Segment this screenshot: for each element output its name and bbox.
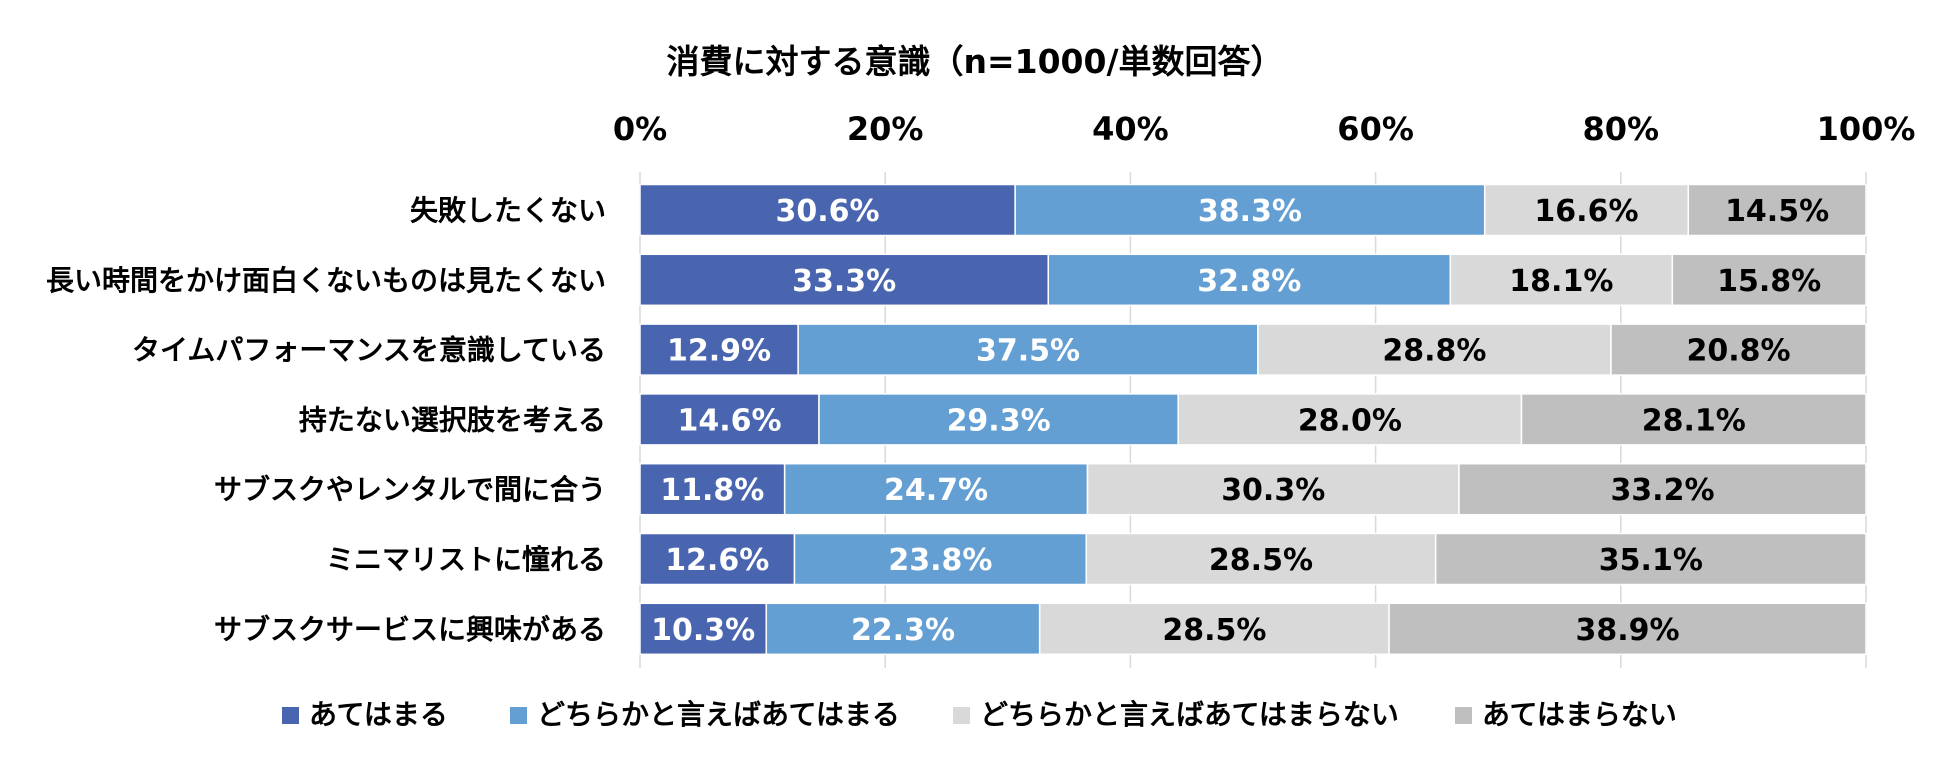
data-label: 11.8% (660, 473, 764, 508)
bar-segment (639, 183, 1016, 237)
bar-segment (818, 393, 1179, 446)
data-label: 38.3% (1198, 194, 1302, 229)
data-label: 30.3% (1221, 473, 1325, 508)
x-tick-label: 60% (1337, 110, 1414, 148)
bar-segment (765, 602, 1041, 656)
category-label: ミニマリストに憧れる (326, 543, 606, 576)
bar-segment (639, 253, 1050, 307)
category-label: 失敗したくない (410, 194, 606, 227)
bar-segment (639, 532, 796, 586)
legend: あてはまる どちらかと言えばあてはまる どちらかと言えばあてはまらない あてはまらない (282, 698, 1677, 731)
legend-swatch (953, 707, 970, 724)
data-label: 35.1% (1599, 543, 1703, 578)
bar-segment (1388, 602, 1867, 656)
bar-segment (1449, 253, 1674, 307)
bar-segment (1085, 532, 1437, 586)
bar-segment (639, 393, 820, 446)
bar-segment (1520, 393, 1867, 446)
data-label: 28.0% (1298, 403, 1402, 438)
bar-segment (639, 323, 799, 376)
bar-segment (797, 323, 1259, 376)
x-tick-label: 20% (847, 110, 924, 148)
data-label: 14.5% (1725, 194, 1829, 229)
category-label: サブスクサービスに興味がある (214, 613, 606, 646)
chart-title: 消費に対する意識（n=1000/単数回答） (666, 42, 1283, 81)
bar-segment (1038, 602, 1390, 656)
data-label: 10.3% (651, 613, 755, 648)
data-label: 23.8% (888, 543, 992, 578)
bar-segment (1434, 532, 1867, 586)
category-label: 長い時間をかけ面白くないものは見たくない (46, 264, 606, 297)
data-label: 12.6% (665, 543, 769, 578)
data-label: 33.2% (1610, 473, 1714, 508)
legend-label: どちらかと言えばあてはまらない (980, 698, 1399, 731)
bars (639, 183, 1867, 656)
data-label: 18.1% (1509, 264, 1613, 299)
data-label: 20.8% (1686, 334, 1790, 369)
bar-segment (783, 462, 1089, 516)
legend-swatch (282, 707, 299, 724)
category-label: タイムパフォーマンスを意識している (132, 334, 606, 367)
x-tick-label: 40% (1092, 110, 1169, 148)
x-axis-ticks: 0% 20% 40% 60% 80% 100% (613, 110, 1916, 148)
bar-segment (1610, 323, 1867, 376)
data-label: 14.6% (677, 403, 781, 438)
data-label: 28.8% (1382, 334, 1486, 369)
data-label: 33.3% (792, 264, 896, 299)
data-label: 22.3% (851, 613, 955, 648)
data-label: 28.5% (1162, 613, 1266, 648)
data-label: 12.9% (667, 334, 771, 369)
legend-label: どちらかと言えばあてはまる (537, 698, 900, 731)
bar-segment (1257, 323, 1612, 376)
data-label: 37.5% (976, 334, 1080, 369)
x-tick-label: 0% (613, 110, 667, 148)
data-label: 24.7% (884, 473, 988, 508)
x-tick-label: 80% (1583, 110, 1660, 148)
data-label: 30.6% (776, 194, 880, 229)
bar-segment (1671, 253, 1867, 307)
legend-label: あてはまる (309, 698, 448, 731)
bar-segment (1458, 462, 1867, 516)
category-labels: 失敗したくない長い時間をかけ面白くないものは見たくないタイムパフォーマンスを意識… (46, 194, 606, 646)
bar-segment (1687, 183, 1867, 237)
data-label: 15.8% (1717, 264, 1821, 299)
bar-segment (1047, 253, 1452, 307)
x-tick-label: 100% (1817, 110, 1916, 148)
data-label: 29.3% (947, 403, 1051, 438)
category-label: サブスクやレンタルで間に合う (214, 473, 606, 506)
category-label: 持たない選択肢を考える (299, 403, 606, 436)
data-label: 32.8% (1197, 264, 1301, 299)
data-label: 16.6% (1534, 194, 1638, 229)
data-label: 28.1% (1642, 403, 1746, 438)
bar-segment (639, 462, 786, 516)
legend-swatch (1455, 707, 1472, 724)
legend-label: あてはまらない (1482, 698, 1677, 731)
data-label: 28.5% (1209, 543, 1313, 578)
legend-swatch (510, 707, 527, 724)
data-labels: 30.6% 38.3% 16.6% 14.5% 33.3% 32.8% 18.1% 15.8%… (651, 194, 1829, 648)
data-label: 38.9% (1576, 613, 1680, 648)
